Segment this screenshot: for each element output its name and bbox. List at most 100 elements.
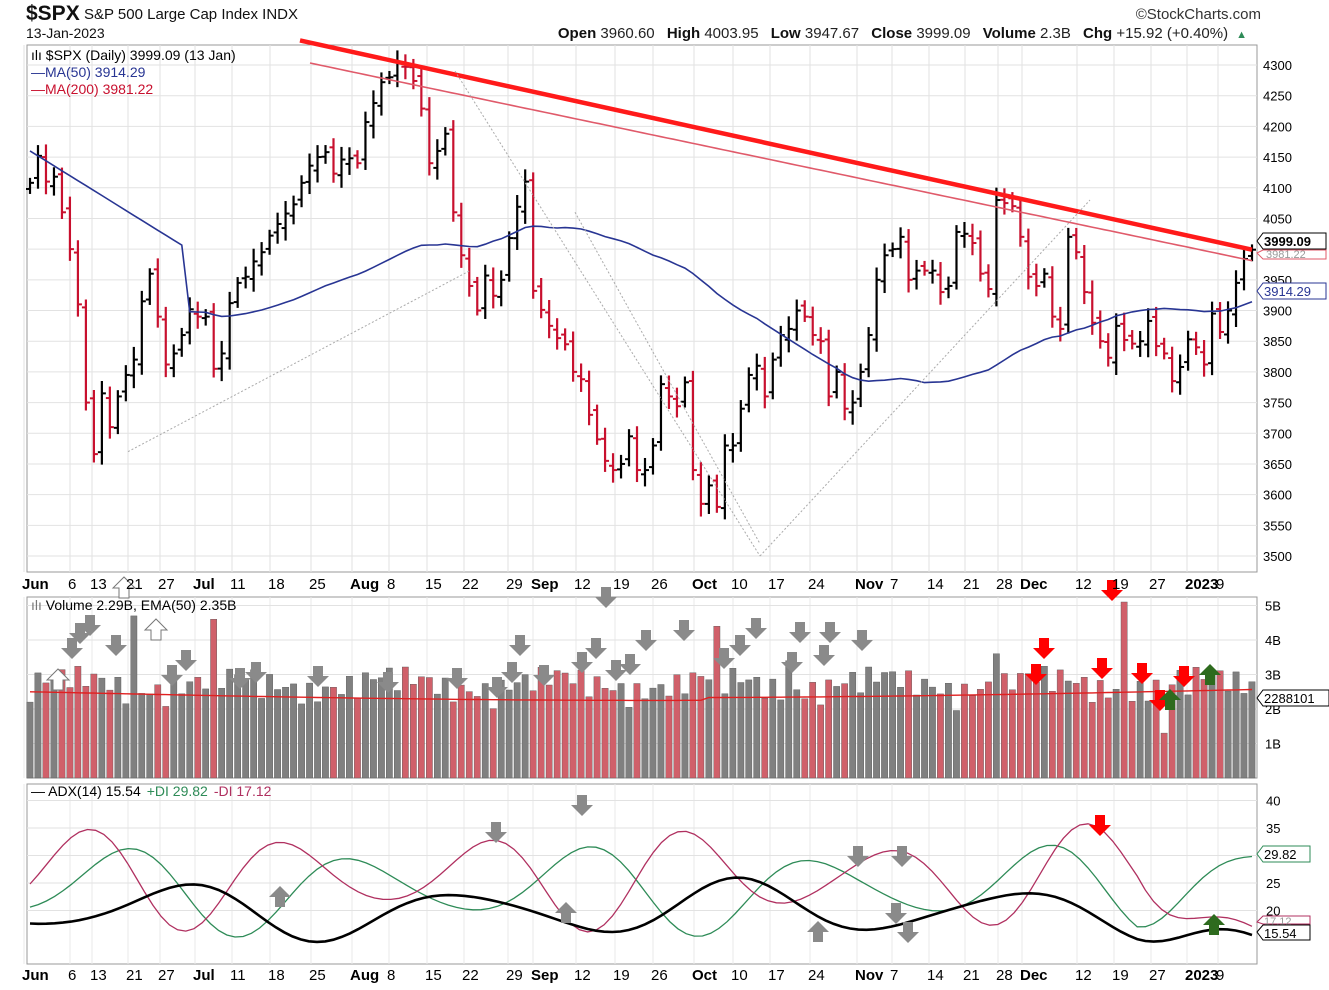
adx-line — [29, 876, 1253, 944]
low-label: Low — [770, 25, 801, 42]
volume-bar — [457, 684, 465, 779]
gray-arrow-icon — [595, 587, 617, 608]
price-panel — [26, 44, 1258, 573]
red-arrow-icon — [1101, 580, 1123, 601]
ma50-line — [29, 150, 1253, 384]
ma200-legend: —MA(200) 3981.22 — [31, 81, 153, 97]
volume-bar — [258, 698, 265, 779]
trendline — [299, 38, 1253, 252]
svg-text:15.54: 15.54 — [1264, 926, 1297, 941]
volume-value: 2.3B — [1039, 25, 1071, 42]
hollow-arrow-icon — [143, 618, 169, 641]
price-legend: ılı $SPX (Daily) 3999.09 (13 Jan) — [31, 47, 236, 63]
volume-bar — [729, 668, 737, 779]
volume-bar — [274, 689, 281, 779]
gray-arrow-icon — [585, 638, 607, 659]
pdi-line — [29, 844, 1253, 938]
open-label: Open — [557, 25, 597, 42]
volume-bar — [1200, 679, 1208, 779]
volume-bar — [977, 689, 984, 779]
volume-bar — [1032, 681, 1040, 779]
volume-icon: ılı — [31, 597, 46, 613]
x-tick-label: 6 — [68, 576, 76, 593]
volume-bar — [905, 670, 912, 779]
x-tick-label: Nov — [855, 576, 884, 593]
gray-arrow-icon — [377, 672, 399, 693]
adx-x-tick-label: Nov — [855, 967, 884, 984]
volume-bar — [849, 672, 857, 779]
volume-bar — [362, 672, 369, 779]
gray-arrow-icon — [509, 635, 531, 656]
volume-bar — [314, 701, 321, 779]
volume-bar — [34, 672, 42, 779]
red-arrow-icon — [1033, 638, 1055, 659]
adx-x-tick-label: 17 — [768, 967, 785, 984]
x-tick-label: 18 — [268, 576, 285, 593]
volume-bar — [817, 704, 825, 779]
adx-x-tick-label: Sep — [531, 967, 559, 984]
volume-bar — [937, 693, 944, 779]
x-tick-label: 12 — [1075, 576, 1092, 593]
x-tick-label: 17 — [768, 576, 785, 593]
gray-arrow-icon — [269, 886, 291, 907]
x-tick-label: 19 — [1112, 576, 1129, 593]
volume-bar — [106, 689, 114, 779]
chart-symbol: $SPX — [26, 2, 80, 25]
adx-legend: — ADX(14) 15.54 +DI 29.82 -DI 17.12 — [31, 783, 272, 799]
volume-bars — [26, 601, 1256, 779]
adx-x-tick-label: 28 — [996, 967, 1013, 984]
gray-arrow-icon — [571, 795, 593, 816]
volume-bar — [793, 689, 801, 779]
volume-bar — [154, 684, 162, 779]
volume-bar — [441, 677, 449, 779]
volume-bar — [521, 674, 529, 779]
green-arrow-icon — [1203, 914, 1225, 935]
gray-arrow-icon — [555, 902, 577, 923]
quote-summary: Open 3960.60 High 4003.95 Low 3947.67 Cl… — [558, 25, 1247, 42]
gray-arrow-icon — [245, 662, 267, 683]
volume-bar — [993, 653, 1000, 779]
hollow-arrow-icon — [111, 576, 137, 599]
volume-bar — [913, 694, 920, 779]
x-tick-label: Sep — [531, 576, 559, 593]
volume-bar — [945, 683, 952, 779]
volume-bar — [130, 615, 138, 779]
adx-x-tick-label: 27 — [158, 967, 175, 984]
swing-line — [127, 270, 471, 453]
svg-text:29.82: 29.82 — [1264, 847, 1297, 862]
volume-bar — [42, 682, 50, 779]
adx-x-tick-label: 8 — [387, 967, 395, 984]
x-tick-label: Oct — [692, 576, 717, 593]
volume-bar — [713, 626, 721, 779]
x-tick-label: Jun — [22, 576, 49, 593]
price-tick-label: 3750 — [1263, 396, 1292, 411]
adx-tick-label: 25 — [1266, 876, 1280, 891]
gray-arrow-icon — [847, 846, 869, 867]
x-tick-label: Aug — [350, 576, 379, 593]
x-tick-label: 19 — [613, 576, 630, 593]
adx-x-tick-label: Jul — [193, 967, 215, 984]
volume-bar — [1168, 684, 1176, 779]
volume-bar — [354, 697, 361, 779]
price-tick-label: 3600 — [1263, 488, 1292, 503]
volume-bar — [737, 682, 745, 779]
volume-bar — [929, 686, 936, 779]
volume-bar — [921, 678, 928, 779]
adx-x-tick-label: 21 — [126, 967, 143, 984]
volume-bar — [481, 683, 489, 779]
volume-bar — [1152, 679, 1160, 779]
x-tick-label: 26 — [651, 576, 668, 593]
adx-tick-label: 20 — [1266, 904, 1280, 919]
volume-bar — [625, 707, 633, 779]
volume-bar — [897, 687, 904, 779]
volume-bar — [1160, 732, 1168, 779]
volume-bar — [378, 677, 385, 779]
x-tick-label: 12 — [574, 576, 591, 593]
volume-bar — [1001, 673, 1008, 779]
volume-bar — [90, 673, 98, 779]
volume-bar — [969, 695, 976, 779]
chart-date: 13-Jan-2023 — [26, 25, 105, 41]
volume-bar — [705, 679, 713, 779]
volume-bar — [186, 681, 194, 779]
red-arrow-icon — [1131, 663, 1153, 684]
